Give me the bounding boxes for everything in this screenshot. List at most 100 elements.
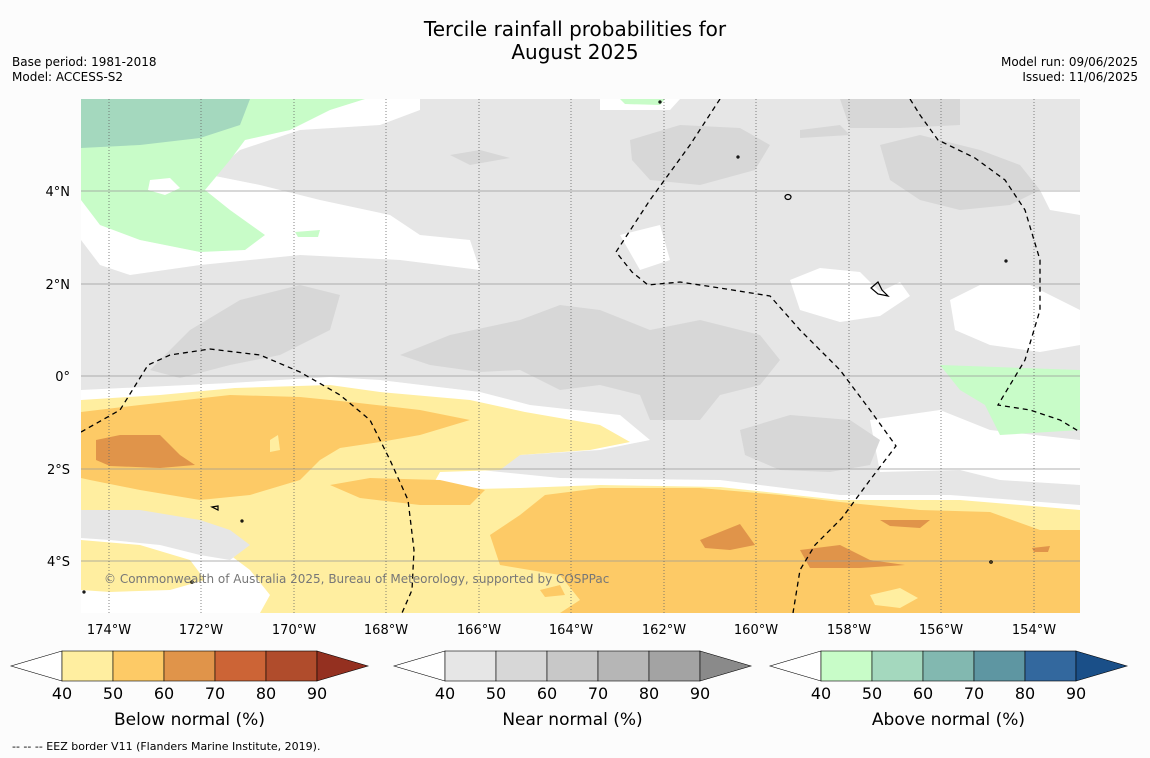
colorbar-legends: 40 50 60 70 80 90 Below normal (%) 40 50 60 70 80 90… — [9, 650, 1129, 730]
colorbar-title: Above normal (%) — [872, 710, 1025, 730]
colorbar: 40 50 60 70 80 90 Near normal (%) — [392, 650, 753, 730]
lon-label: 172°W — [179, 623, 223, 638]
lat-label: 2°N — [46, 278, 71, 293]
colorbar-segment — [112, 650, 165, 682]
colorbar-tick: 60 — [913, 684, 933, 703]
colorbar-segment — [163, 650, 216, 682]
colorbar-title: Near normal (%) — [502, 710, 642, 730]
near-normal-50-patch — [800, 125, 850, 138]
title-line-1: Tercile rainfall probabilities for — [423, 17, 727, 41]
lon-label: 154°W — [1012, 623, 1056, 638]
no-signal-region — [620, 225, 670, 270]
lon-label: 170°W — [272, 623, 316, 638]
lon-label: 156°W — [919, 623, 963, 638]
island-outlines — [82, 100, 1008, 594]
colorbar-lower-extend — [768, 650, 822, 682]
colorbar-upper-extend — [1075, 650, 1129, 682]
colorbar-segment — [820, 650, 873, 682]
longitude-axis: 174°W 172°W 170°W 168°W 166°W 164°W 162°… — [87, 623, 1056, 638]
colorbar-segment — [1024, 650, 1077, 682]
lon-label: 166°W — [457, 623, 501, 638]
colorbar-segment — [61, 650, 114, 682]
lon-label: 158°W — [827, 623, 871, 638]
near-normal-50-patch — [740, 415, 880, 472]
colorbar-tick: 40 — [52, 684, 72, 703]
colorbar-segment — [265, 650, 318, 682]
colorbar: 40 50 60 70 80 90 Above normal (%) — [768, 650, 1129, 730]
colorbar-tick: 40 — [811, 684, 831, 703]
base-period: Base period: 1981-2018 — [12, 55, 157, 69]
below-normal-60-region — [96, 435, 195, 468]
no-signal-region — [790, 268, 910, 322]
colorbar-tick: 50 — [486, 684, 506, 703]
colorbar-tick: 60 — [154, 684, 174, 703]
colorbar-tick: 90 — [690, 684, 710, 703]
lat-label: 4°S — [47, 555, 70, 570]
near-normal-40-patch — [81, 510, 250, 560]
lon-label: 168°W — [364, 623, 408, 638]
colorbar-tick: 50 — [103, 684, 123, 703]
colorbar-tick: 70 — [964, 684, 984, 703]
eez-borders — [81, 99, 1080, 613]
colorbar-tick: 70 — [588, 684, 608, 703]
below-normal-60-region — [700, 524, 755, 550]
eez-footnote: -- -- -- EEZ border V11 (Flanders Marine… — [12, 740, 321, 753]
near-normal-50-patch — [400, 305, 780, 420]
issued-date: Issued: 11/06/2025 — [1022, 70, 1138, 84]
colorbar-segment — [973, 650, 1026, 682]
colorbar-segment — [871, 650, 924, 682]
latitude-gridlines — [81, 190, 1080, 562]
colorbar-tick: 60 — [537, 684, 557, 703]
no-signal-region — [1040, 190, 1080, 215]
below-normal-60-region — [1032, 546, 1050, 552]
no-signal-region — [950, 285, 1080, 352]
above-normal-50-region — [81, 99, 250, 148]
lon-label: 174°W — [87, 623, 131, 638]
colorbar-upper-extend — [316, 650, 370, 682]
lon-label: 164°W — [549, 623, 593, 638]
colorbar-tick: 70 — [205, 684, 225, 703]
colorbar-title: Below normal (%) — [114, 710, 265, 730]
colorbar-segment — [597, 650, 650, 682]
near-normal-50-patch — [450, 150, 510, 165]
below-normal-40-region — [81, 540, 205, 592]
colorbar-tick: 80 — [639, 684, 659, 703]
lon-label: 160°W — [734, 623, 778, 638]
colorbar-lower-extend — [392, 650, 446, 682]
below-normal-50-region — [540, 585, 565, 597]
below-normal-50-region — [490, 488, 1080, 613]
lat-label: 2°S — [47, 463, 70, 478]
above-normal-40-region — [620, 99, 665, 105]
near-normal-50-patch — [840, 99, 960, 128]
colorbar-tick: 40 — [435, 684, 455, 703]
colorbar-tick: 80 — [256, 684, 276, 703]
map-panel — [81, 99, 1080, 613]
lon-label: 162°W — [642, 623, 686, 638]
near-normal-50-patch — [150, 285, 340, 378]
colorbar-segment — [648, 650, 701, 682]
lat-label: 4°N — [46, 185, 71, 200]
colorbar-segment — [922, 650, 975, 682]
latitude-axis: 4°N 2°N 0° 2°S 4°S — [46, 185, 71, 570]
below-normal-40-region — [270, 435, 280, 452]
meta-right: Model run: 09/06/2025 Issued: 11/06/2025 — [1001, 55, 1138, 85]
title-line-2: August 2025 — [511, 40, 639, 64]
above-normal-40-region — [295, 230, 320, 237]
colorbar-segment — [444, 650, 497, 682]
colorbar-segment — [546, 650, 599, 682]
model-run: Model run: 09/06/2025 — [1000, 55, 1138, 69]
colorbar-segment — [214, 650, 267, 682]
colorbar: 40 50 60 70 80 90 Below normal (%) — [9, 650, 370, 730]
below-normal-40-region — [870, 588, 918, 608]
below-normal-60-region — [800, 545, 905, 568]
copyright-notice: © Commonwealth of Australia 2025, Bureau… — [104, 572, 610, 586]
colorbar-segment — [495, 650, 548, 682]
colorbar-lower-extend — [9, 650, 63, 682]
colorbar-tick: 90 — [307, 684, 327, 703]
below-normal-50-region — [330, 478, 485, 505]
below-normal-60-region — [880, 520, 930, 528]
map-title: Tercile rainfall probabilities for Augus… — [0, 18, 1150, 64]
colorbar-upper-extend — [699, 650, 753, 682]
model-name: Model: ACCESS-S2 — [12, 70, 124, 84]
